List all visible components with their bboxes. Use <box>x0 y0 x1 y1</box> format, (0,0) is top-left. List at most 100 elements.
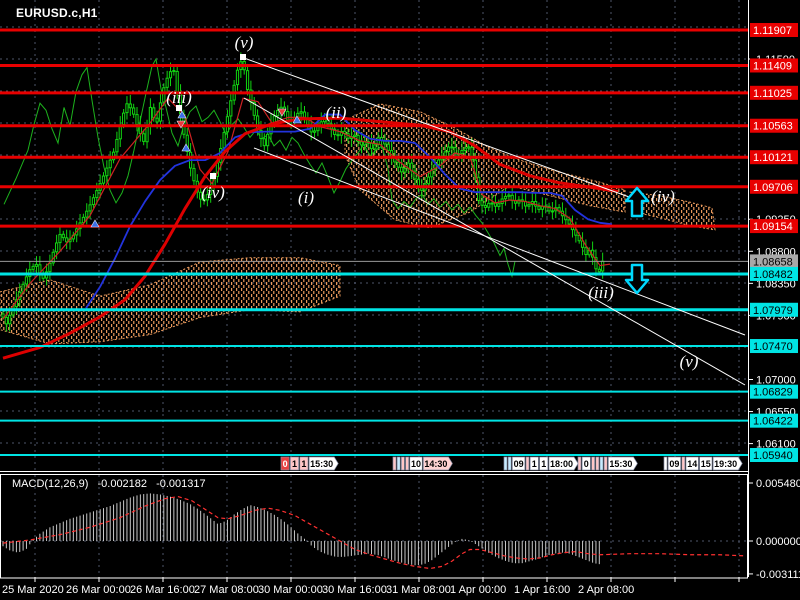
news-time-box[interactable] <box>423 456 453 471</box>
support-price-label: 1.08482 <box>753 269 793 281</box>
news-count-box[interactable] <box>685 456 699 471</box>
news-flag-bar[interactable] <box>405 456 409 471</box>
news-time-box[interactable] <box>608 456 638 471</box>
news-marker-group[interactable]: 0 15:30 <box>577 456 638 471</box>
price-axis: 1.115001.092501.088001.083501.079001.070… <box>748 23 800 581</box>
news-marker-group[interactable]: 0 1 1 15:30 <box>280 456 339 471</box>
news-time-box[interactable] <box>308 456 339 471</box>
news-count-box[interactable] <box>581 456 591 471</box>
support-price-label: 1.07470 <box>753 341 793 353</box>
news-flag-bar[interactable] <box>595 456 600 471</box>
signal-arrow-up[interactable] <box>624 186 650 218</box>
news-box-text: 09 <box>669 459 679 469</box>
macd-axis-label: 0.000000 <box>756 536 800 548</box>
support-price-label: 1.07979 <box>753 305 793 317</box>
support-price-label: 1.06829 <box>753 387 793 399</box>
news-box-text: 15:30 <box>609 459 632 469</box>
channel-trendline[interactable] <box>253 147 746 336</box>
news-flag-bar[interactable] <box>577 456 582 471</box>
news-box-text: 1 <box>541 459 546 469</box>
news-count-box[interactable] <box>699 456 713 471</box>
news-flag-bar[interactable] <box>663 456 668 471</box>
macd-signal-value: -0.001317 <box>156 478 206 490</box>
wave-label[interactable]: (v) <box>235 33 254 52</box>
resistance-price-label: 1.09154 <box>753 221 793 233</box>
time-axis-label: 30 Mar 00:00 <box>258 584 323 596</box>
trade-arrow-down[interactable] <box>277 108 287 117</box>
resistance-price-label: 1.10121 <box>753 152 793 164</box>
news-flag-bar[interactable] <box>392 456 397 471</box>
time-axis-label: 2 Apr 08:00 <box>578 584 634 596</box>
channel-trendline[interactable] <box>243 57 633 199</box>
wave-label[interactable]: (iii) <box>588 283 614 302</box>
news-flag-bar[interactable] <box>591 456 595 471</box>
channel-trendline[interactable] <box>243 97 746 386</box>
trade-arrow-up[interactable] <box>177 110 187 119</box>
macd-name: MACD(12,26,9) <box>12 478 89 490</box>
news-box-text: 09 <box>514 459 524 469</box>
news-flag-bar[interactable] <box>603 456 608 471</box>
news-flag-bar[interactable] <box>396 456 401 471</box>
wave-label[interactable]: (v) <box>680 352 699 371</box>
news-flag-bar[interactable] <box>525 456 530 471</box>
news-flag-bar[interactable] <box>681 456 686 471</box>
news-count-box[interactable] <box>409 456 423 471</box>
time-axis-label: 1 Apr 00:00 <box>450 584 506 596</box>
news-flag-bar[interactable] <box>507 456 512 471</box>
news-marker-group[interactable]: 10 14:30 <box>392 456 453 471</box>
news-time-box[interactable] <box>548 456 579 471</box>
news-count-box[interactable] <box>299 456 309 471</box>
price-axis-plain-label: 1.06100 <box>756 439 796 451</box>
resistance-price-label: 1.11907 <box>753 25 792 37</box>
news-box-text: 10 <box>411 459 421 469</box>
news-count-box[interactable] <box>512 456 526 471</box>
wave-marker-square[interactable] <box>176 105 182 111</box>
ichimoku-cloud <box>0 103 716 345</box>
wave-label[interactable]: (iii) <box>166 88 192 107</box>
news-box-text: 15:30 <box>310 459 333 469</box>
resistance-price-label: 1.10563 <box>753 121 793 133</box>
current-price-label: 1.08658 <box>753 256 793 268</box>
trade-arrow-down[interactable] <box>176 120 186 129</box>
news-count-box[interactable] <box>280 456 290 471</box>
news-box-text: 1 <box>301 459 306 469</box>
trade-arrow-up[interactable] <box>181 143 191 152</box>
macd-axis-label: -0.003111 <box>756 569 800 581</box>
wave-label[interactable]: (iv) <box>651 187 675 206</box>
trade-arrow-up[interactable] <box>90 219 100 228</box>
news-count-box[interactable] <box>667 456 681 471</box>
wave-label[interactable]: (ii) <box>326 103 347 122</box>
wave-label[interactable]: (iv) <box>201 183 225 202</box>
macd-signal-line <box>2 495 745 570</box>
news-box-text: 15 <box>701 459 711 469</box>
time-axis-label: 31 Mar 08:00 <box>386 584 451 596</box>
resistance-price-label: 1.11025 <box>753 88 792 100</box>
wave-marker-square[interactable] <box>210 173 216 179</box>
news-marker-group[interactable]: 09 14 15 19:30 <box>663 456 743 471</box>
news-count-box[interactable] <box>290 456 299 471</box>
price-axis-plain-label: 1.07000 <box>756 375 796 387</box>
time-axis-label: 26 Mar 16:00 <box>130 584 195 596</box>
resistance-price-label: 1.09706 <box>753 182 793 194</box>
ma-fast-red-line <box>2 97 611 320</box>
trade-arrow-up[interactable] <box>292 115 302 124</box>
news-flag-bar[interactable] <box>503 456 508 471</box>
wave-label[interactable]: (i) <box>298 188 314 207</box>
news-box-text: 14:30 <box>424 459 447 469</box>
macd-axis-label: 0.005480 <box>756 478 800 490</box>
news-time-box[interactable] <box>712 456 743 471</box>
macd-indicator-label: MACD(12,26,9) -0.002182 -0.001317 <box>12 478 212 490</box>
signal-arrow-down[interactable] <box>624 263 650 295</box>
macd-histogram <box>2 493 600 566</box>
wave-marker-square[interactable] <box>240 54 246 60</box>
news-count-box[interactable] <box>539 456 549 471</box>
time-axis-label: 26 Mar 00:00 <box>66 584 131 596</box>
news-marker-group[interactable]: 09 1 1 18:00 <box>503 456 579 471</box>
ma-mid-blue-line <box>85 113 613 309</box>
news-box-text: 0 <box>283 459 288 469</box>
news-box-text: 18:00 <box>550 459 573 469</box>
news-count-box[interactable] <box>529 456 539 471</box>
news-flag-bar[interactable] <box>599 456 604 471</box>
news-flag-bar[interactable] <box>401 456 405 471</box>
